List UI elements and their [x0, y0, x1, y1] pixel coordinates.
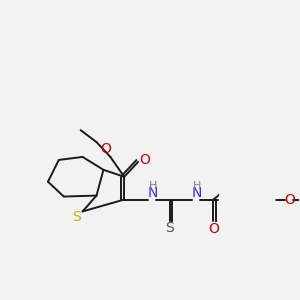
Text: N: N — [191, 186, 202, 200]
Text: S: S — [72, 210, 81, 224]
Text: N: N — [148, 186, 158, 200]
Text: H: H — [192, 181, 201, 191]
Text: O: O — [284, 193, 295, 206]
Text: O: O — [100, 142, 111, 156]
Text: O: O — [140, 153, 151, 167]
Text: O: O — [208, 222, 219, 236]
Text: H: H — [149, 181, 157, 191]
Circle shape — [219, 172, 275, 227]
Text: S: S — [165, 221, 174, 235]
